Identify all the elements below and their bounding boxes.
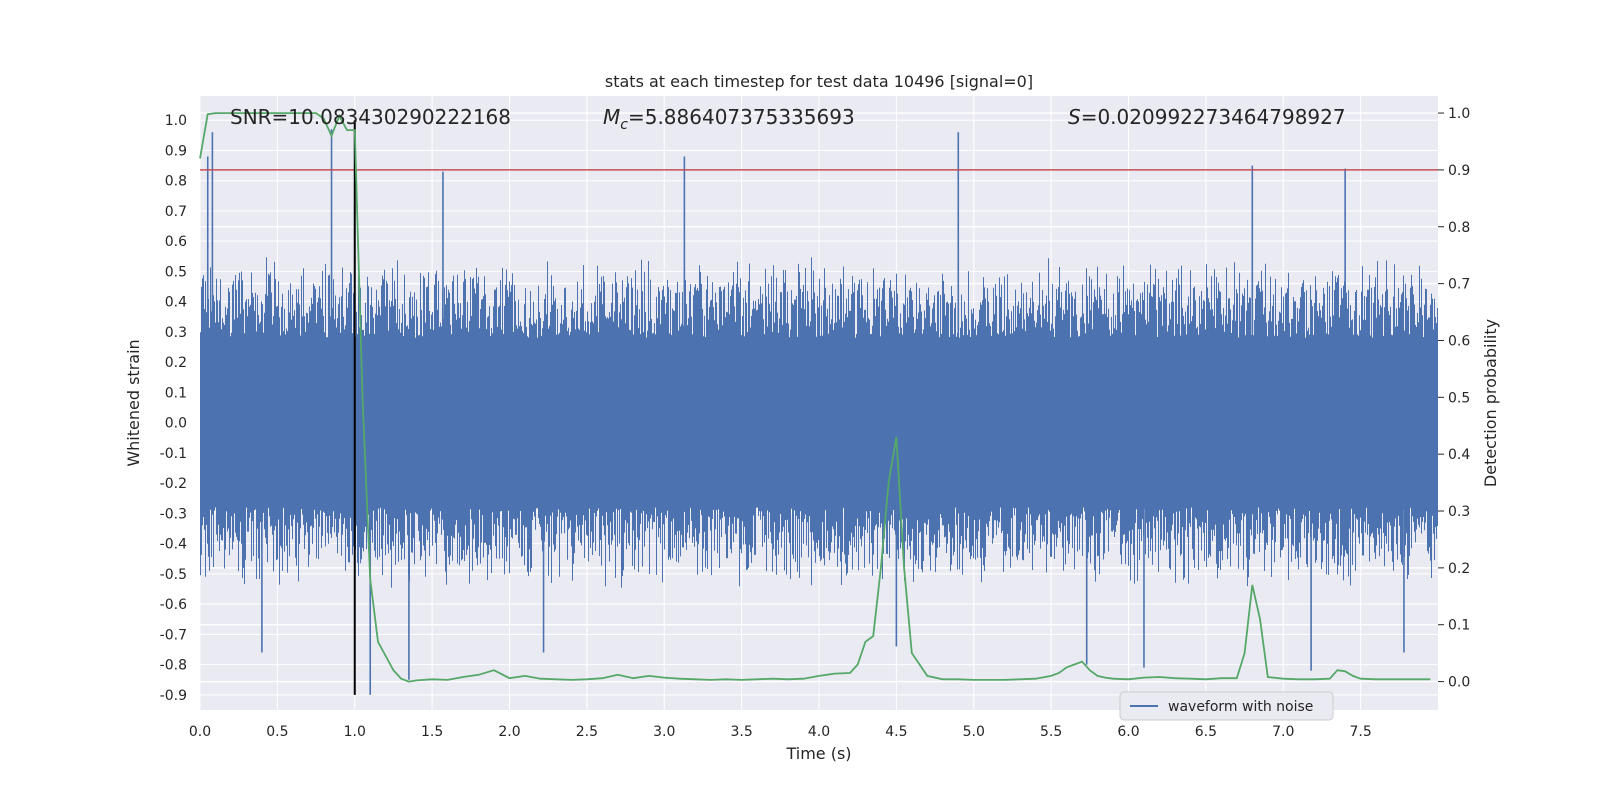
y2-tick-label: 0.8 — [1448, 220, 1470, 236]
s-annotation: S=0.020992273464798927 — [1068, 105, 1346, 129]
mc-symbol: M — [603, 105, 620, 129]
y-tick-label: 0.4 — [165, 295, 187, 311]
y-tick-label: 0.8 — [165, 174, 187, 190]
x-tick-label: 3.0 — [653, 724, 675, 740]
mc-subscript: c — [620, 117, 628, 133]
legend-label: waveform with noise — [1168, 699, 1313, 715]
y2-tick-label: 0.0 — [1448, 675, 1470, 691]
y-tick-label: -0.4 — [160, 537, 187, 553]
mc-annotation: Mc=5.886407375335693 — [603, 105, 855, 133]
y-tick-label: -0.8 — [160, 658, 187, 674]
x-tick-label: 1.5 — [421, 724, 443, 740]
snr-annotation: SNR=10.083430290222168 — [230, 105, 511, 129]
y2-tick-label: 0.6 — [1448, 333, 1470, 349]
y2-axis-label: Detection probability — [1481, 319, 1500, 487]
y2-tick-label: 0.3 — [1448, 504, 1470, 520]
right-axis: 1.0 0.9 0.8 0.7 0.6 0.5 0.4 0.3 0.2 0.1 0.0 — [1438, 106, 1470, 691]
chart-title: stats at each timestep for test data 104… — [605, 72, 1033, 91]
left-axis: 1.0 0.9 0.8 0.7 0.6 0.5 0.4 0.3 0.2 0.1 0.0 -0.1 -0.… — [160, 113, 187, 704]
x-tick-label: 7.5 — [1349, 724, 1371, 740]
detection-probability-line — [199, 112, 1431, 683]
y-tick-label: -0.5 — [160, 567, 187, 583]
s-symbol: S — [1068, 105, 1081, 129]
x-tick-label: 7.0 — [1272, 724, 1294, 740]
y2-tick-label: 1.0 — [1448, 106, 1470, 122]
y-tick-label: 0.3 — [165, 325, 187, 341]
y-tick-label: 0.1 — [165, 385, 187, 401]
y-tick-label: 0.6 — [165, 234, 187, 250]
y-tick-label: 0.7 — [165, 204, 187, 220]
waveform-core-band — [200, 337, 1438, 508]
x-tick-label: 6.5 — [1195, 724, 1217, 740]
y2-tick-label: 0.9 — [1448, 163, 1470, 179]
y-tick-label: -0.2 — [160, 476, 187, 492]
x-tick-label: 5.5 — [1040, 724, 1062, 740]
y-tick-label: 0.9 — [165, 143, 187, 159]
s-value: =0.020992273464798927 — [1081, 105, 1346, 129]
y-tick-label: 0.0 — [165, 416, 187, 432]
y-tick-label: -0.1 — [160, 446, 187, 462]
x-tick-label: 5.0 — [963, 724, 985, 740]
y2-tick-label: 0.5 — [1448, 390, 1470, 406]
x-tick-label: 0.0 — [189, 724, 211, 740]
x-tick-label: 4.0 — [808, 724, 830, 740]
waveform-series — [200, 129, 1438, 695]
x-tick-label: 6.0 — [1117, 724, 1139, 740]
x-tick-label: 4.5 — [885, 724, 907, 740]
y2-tick-label: 0.4 — [1448, 447, 1470, 463]
legend: waveform with noise — [1119, 691, 1334, 721]
y-tick-label: 0.2 — [165, 355, 187, 371]
y2-tick-label: 0.1 — [1448, 618, 1470, 634]
x-axis: 0.0 0.5 1.0 1.5 2.0 2.5 3.0 3.5 4.0 4.5 5.0 5.5 6.0 6… — [189, 724, 1372, 740]
x-tick-label: 2.5 — [576, 724, 598, 740]
x-axis-label: Time (s) — [785, 744, 851, 763]
x-tick-label: 2.0 — [498, 724, 520, 740]
y-tick-label: -0.3 — [160, 506, 187, 522]
mc-value: =5.886407375335693 — [628, 105, 855, 129]
legend-box — [1119, 691, 1334, 721]
y-tick-label: -0.7 — [160, 627, 187, 643]
y-tick-label: 0.5 — [165, 264, 187, 280]
y2-tick-label: 0.7 — [1448, 277, 1470, 293]
x-tick-label: 0.5 — [266, 724, 288, 740]
y-tick-label: 1.0 — [165, 113, 187, 129]
x-tick-label: 1.0 — [344, 724, 366, 740]
x-tick-label: 3.5 — [730, 724, 752, 740]
y-axis-label: Whitened strain — [124, 339, 143, 466]
y-tick-label: -0.9 — [160, 688, 187, 704]
y2-tick-label: 0.2 — [1448, 561, 1470, 577]
y-tick-label: -0.6 — [160, 597, 187, 613]
